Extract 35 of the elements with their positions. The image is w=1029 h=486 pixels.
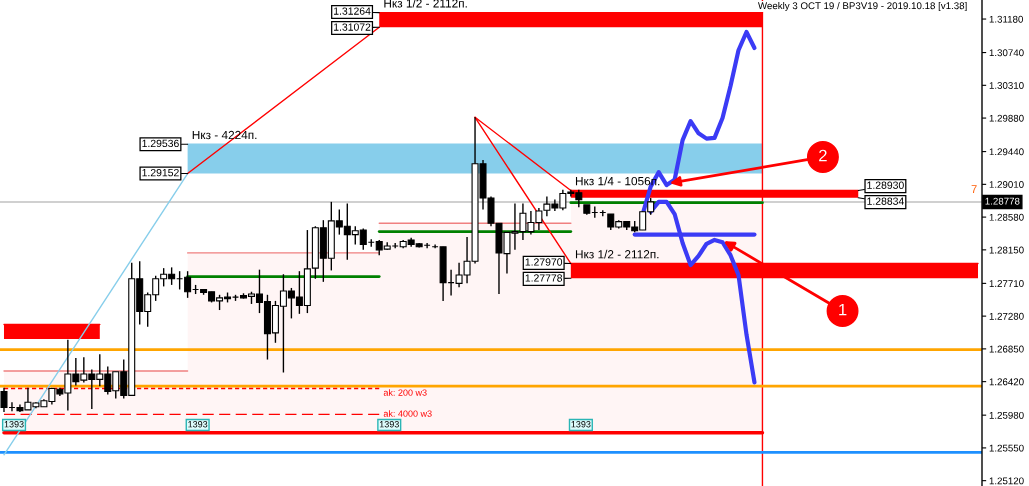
- annotation: 1.31072: [334, 23, 371, 31]
- y-tick-label: 1.25120: [989, 477, 1024, 485]
- y-tick-label: 1.29010: [989, 181, 1024, 188]
- annotation: 1.27970: [525, 258, 563, 266]
- y-tick-label: 1.27710: [989, 280, 1024, 287]
- ref-line-label: 1.28778: [985, 197, 1020, 205]
- annotation: 1393: [379, 421, 399, 428]
- annotation: 1393: [4, 421, 24, 428]
- annotation: 1.28834: [867, 197, 904, 205]
- annotation: 2: [819, 149, 827, 162]
- annotation: 1.29152: [142, 168, 179, 177]
- y-tick-label: 1.26420: [989, 378, 1024, 386]
- y-tick-label: 1.30310: [989, 82, 1024, 89]
- series-label: Нкз 1/2 - 2112п.: [575, 249, 659, 259]
- y-tick-label: 1.31180: [989, 15, 1023, 23]
- annotation: 1.28930: [867, 181, 904, 189]
- annotation: 7: [971, 185, 977, 193]
- y-tick-label: 1.25550: [989, 444, 1024, 452]
- chart-title: Weekly 3 OCT 19 / BP3V19 - 2019.10.18 [v1.38]: [757, 2, 967, 12]
- series-label: ak: 4000 w3: [383, 410, 432, 417]
- y-tick-label: 1.28580: [989, 213, 1024, 221]
- y-tick-label: 1.29440: [989, 148, 1024, 156]
- annotation: 1393: [571, 421, 591, 428]
- annotation: 1.31264: [334, 7, 371, 15]
- y-tick-label: 1.29880: [989, 114, 1024, 122]
- series-label: ak: 200 w3: [383, 389, 427, 396]
- annotation: 1393: [188, 421, 208, 428]
- annotation: 1.29536: [142, 139, 179, 148]
- y-tick-label: 1.26850: [989, 345, 1024, 353]
- y-tick-label: 1.28150: [989, 246, 1024, 254]
- y-tick-label: 1.30740: [989, 49, 1024, 57]
- y-tick-label: 1.25980: [989, 411, 1024, 419]
- annotation: 1.27778: [525, 274, 563, 282]
- annotation: 1: [839, 303, 847, 316]
- y-tick-label: 1.27280: [989, 312, 1024, 320]
